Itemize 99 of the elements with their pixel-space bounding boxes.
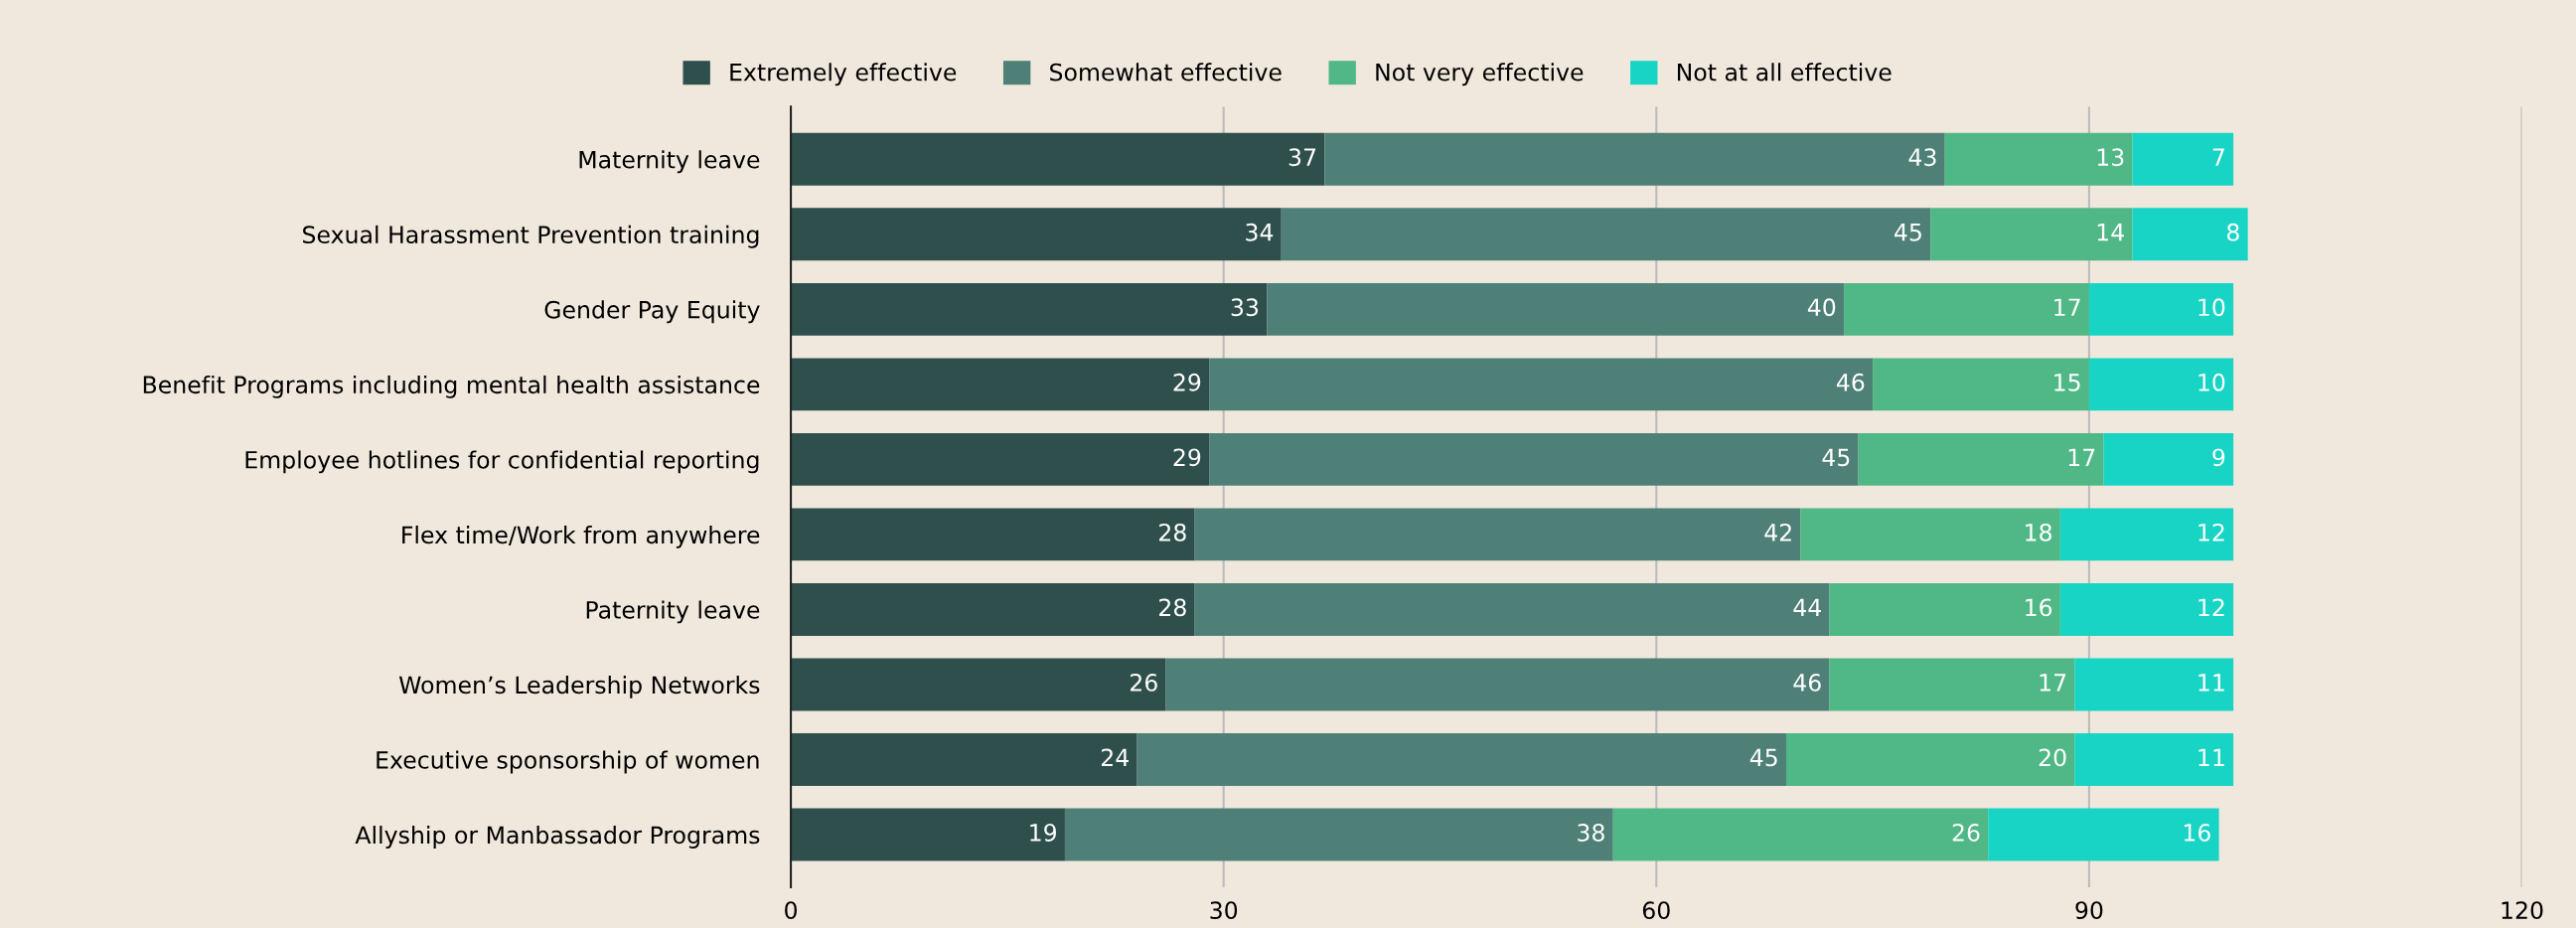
data-label: 15 (2054, 374, 2080, 391)
data-label: 44 (1793, 598, 1821, 616)
y-tick-label: Gender Pay Equity (544, 300, 760, 324)
data-label: 45 (1894, 224, 1921, 241)
legend-label: Somewhat effective (1050, 63, 1282, 81)
bar (1785, 733, 2075, 786)
bar (791, 208, 1282, 261)
y-tick-label: Executive sponsorship of women (377, 750, 759, 774)
y-tick-label: Benefit Programs including mental health assistance (143, 375, 760, 398)
bar (1165, 658, 1830, 711)
bar (791, 733, 1137, 786)
y-tick-label: Sexual Harassment Prevention training (303, 225, 759, 248)
data-label: 40 (1807, 298, 1836, 317)
legend-label: Extremely effective (730, 63, 957, 86)
bar (1844, 282, 2089, 336)
bar (791, 508, 1195, 561)
x-tick-label: 60 (1642, 901, 1670, 920)
data-label: 11 (2198, 748, 2224, 767)
bar (1873, 358, 2089, 411)
data-label: 20 (2039, 748, 2066, 767)
bar (1944, 132, 2133, 186)
data-label: 11 (2198, 674, 2224, 692)
bar (1988, 808, 2219, 861)
x-tick-label: 30 (1210, 901, 1238, 920)
data-label: 42 (1764, 523, 1791, 541)
bar (2074, 733, 2234, 786)
data-label: 45 (1749, 748, 1777, 767)
data-label: 16 (2026, 598, 2052, 617)
bar (1829, 658, 2075, 711)
data-label: 46 (1793, 673, 1821, 692)
y-tick-label: Women’s Leadership Networks (398, 676, 760, 698)
bar (1209, 358, 1874, 411)
bar (1829, 583, 2060, 636)
data-label: 13 (2097, 148, 2124, 167)
data-label: 10 (2198, 298, 2225, 317)
bar (2059, 583, 2234, 636)
bar (2132, 208, 2248, 261)
data-label: 7 (2212, 148, 2224, 166)
bar (1281, 208, 1931, 261)
legend-label: Not very effective (1376, 63, 1584, 86)
data-label: 26 (1131, 673, 1157, 692)
bar (1612, 808, 1989, 861)
data-label: 12 (2198, 523, 2224, 541)
data-label: 43 (1908, 148, 1936, 167)
data-label: 38 (1578, 824, 1604, 842)
bar (1194, 508, 1801, 561)
data-label: 17 (2040, 674, 2066, 692)
data-label: 34 (1246, 223, 1274, 241)
data-label: 28 (1159, 523, 1186, 541)
bar (1064, 808, 1613, 861)
bar (791, 132, 1325, 186)
data-label: 46 (1836, 373, 1865, 391)
bar (2088, 282, 2234, 336)
bar (1267, 282, 1845, 336)
x-tick-label: 0 (785, 901, 797, 920)
bar (791, 583, 1195, 636)
bar (791, 808, 1065, 861)
data-label: 18 (2026, 523, 2051, 541)
bar (791, 658, 1166, 711)
data-label: 26 (1952, 824, 1980, 842)
data-label: 17 (2068, 448, 2095, 466)
y-tick-label: Employee hotlines for confidential reporting (245, 450, 759, 474)
data-label: 19 (1030, 824, 1057, 842)
data-label: 9 (2212, 448, 2225, 467)
bar (791, 358, 1210, 411)
bar (1209, 432, 1859, 486)
data-label: 24 (1101, 748, 1129, 767)
data-label: 33 (1231, 298, 1259, 317)
x-tick-label: 120 (2501, 901, 2543, 920)
bar (2059, 508, 2234, 561)
bar (2103, 432, 2234, 486)
data-label: 28 (1159, 598, 1186, 617)
data-label: 10 (2198, 373, 2225, 391)
y-tick-label: Allyship or Manbassador Programs (355, 826, 760, 849)
bar (1858, 432, 2104, 486)
bar (2088, 358, 2234, 411)
bar (1800, 508, 2060, 561)
bar (1930, 208, 2133, 261)
y-tick-label: Paternity leave (586, 600, 760, 624)
bar (2132, 132, 2234, 186)
bar (1194, 583, 1830, 636)
bar (1136, 733, 1786, 786)
data-label: 17 (2054, 298, 2080, 316)
bar (2074, 658, 2234, 711)
y-tick-label: Flex time/Work from anywhere (402, 525, 760, 548)
data-label: 29 (1173, 448, 1201, 467)
data-label: 14 (2097, 224, 2124, 241)
legend-label: Not at all effective (1677, 63, 1892, 81)
data-label: 45 (1822, 448, 1850, 467)
data-label: 37 (1288, 148, 1316, 167)
bar (791, 432, 1210, 486)
data-label: 8 (2226, 223, 2239, 241)
y-tick-label: Maternity leave (579, 150, 760, 174)
data-label: 12 (2198, 598, 2224, 616)
bar (1324, 132, 1945, 186)
data-label: 16 (2184, 824, 2210, 842)
data-label: 29 (1173, 373, 1201, 391)
bar (791, 282, 1268, 336)
x-tick-label: 90 (2075, 901, 2103, 920)
